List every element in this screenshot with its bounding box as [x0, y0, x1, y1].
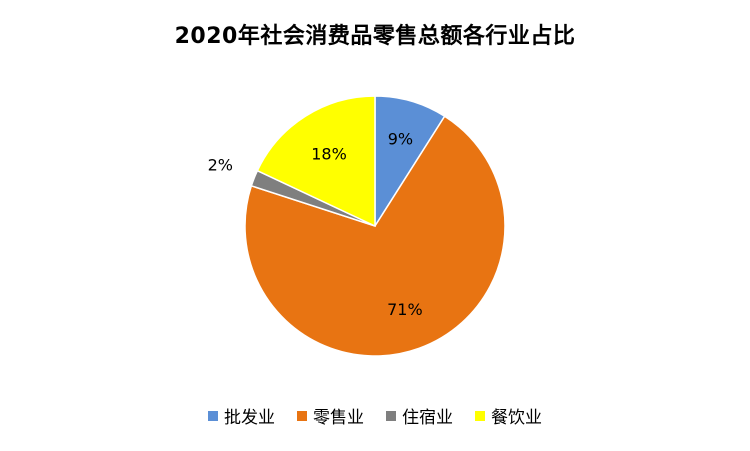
legend-swatch-retail	[297, 410, 307, 421]
legend-item-retail: 零售业	[297, 403, 364, 428]
legend: 批发业 零售业 住宿业 餐饮业	[0, 403, 750, 428]
slice-label-lodging: 2%	[208, 156, 233, 175]
chart-title: 2020年社会消费品零售总额各行业占比	[174, 24, 576, 49]
legend-swatch-wholesale	[208, 410, 218, 421]
legend-label-lodging: 住宿业	[402, 408, 453, 428]
slice-label-catering: 18%	[311, 145, 347, 164]
legend-label-catering: 餐饮业	[491, 408, 542, 428]
legend-item-lodging: 住宿业	[386, 403, 453, 428]
legend-label-retail: 零售业	[313, 408, 364, 428]
slice-label-wholesale: 9%	[388, 130, 413, 149]
pie-slice-retail	[244, 115, 506, 357]
pie-slice-catering	[256, 95, 376, 228]
legend-label-wholesale: 批发业	[224, 408, 275, 428]
legend-item-catering: 餐饮业	[475, 403, 542, 428]
legend-item-wholesale: 批发业	[208, 403, 275, 428]
slice-label-retail: 71%	[387, 300, 423, 319]
legend-swatch-catering	[475, 410, 485, 421]
legend-swatch-lodging	[386, 410, 396, 421]
